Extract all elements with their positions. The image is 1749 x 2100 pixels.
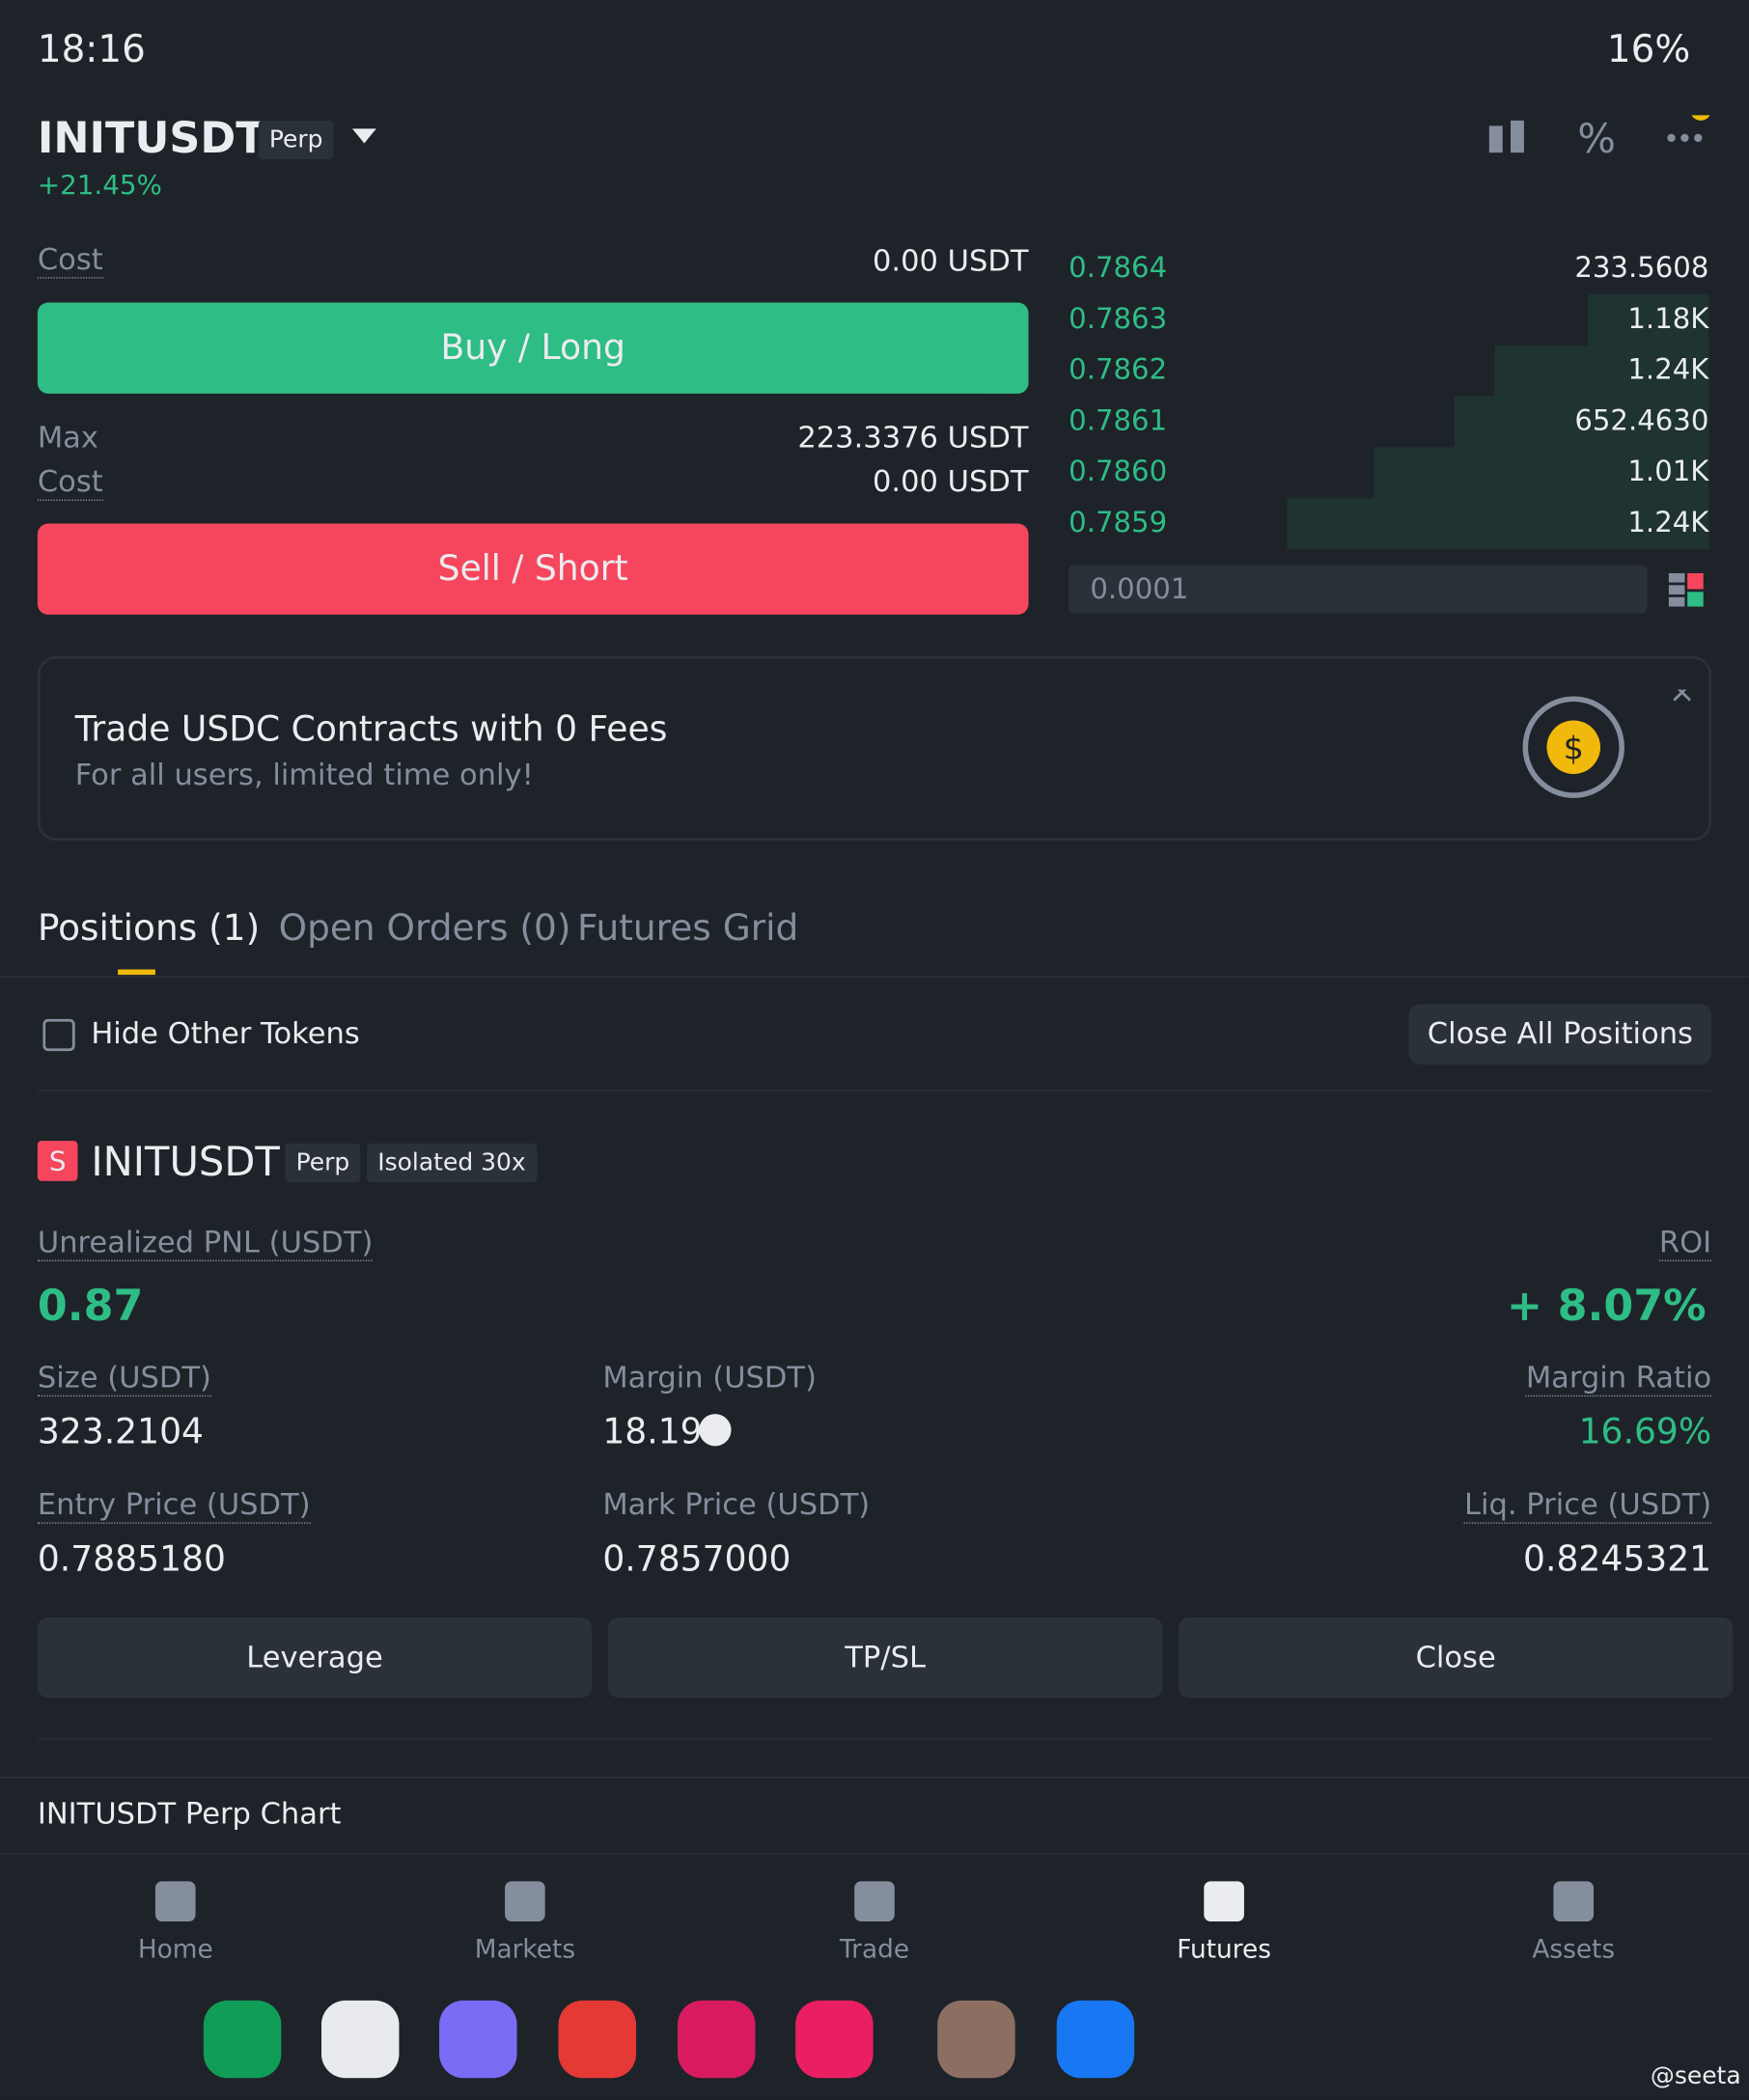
- margin-mode: Isolated 30x: [367, 1143, 537, 1183]
- perp-tag: Perp: [285, 1143, 361, 1183]
- chart-bar-title: INITUSDT Perp Chart: [37, 1798, 342, 1833]
- watermark: @seeta: [1650, 2061, 1741, 2090]
- position-button[interactable]: TP/SL: [607, 1617, 1163, 1699]
- bid-price: 0.7861: [1069, 404, 1168, 437]
- bid-amount: 1.18K: [1627, 302, 1709, 335]
- field-label: Margin Ratio: [1525, 1362, 1712, 1397]
- nav-icon[interactable]: [1204, 1881, 1244, 1921]
- cost-value: 0.00 USDT: [873, 244, 1029, 279]
- nav-label[interactable]: Trade: [839, 1934, 910, 1965]
- nav-label[interactable]: Futures: [1177, 1934, 1271, 1965]
- banner-icon: $: [1522, 689, 1691, 798]
- tab[interactable]: Open Orders (0): [278, 907, 571, 950]
- bid-price: 0.7863: [1069, 302, 1168, 335]
- divider: [0, 976, 1749, 978]
- cost-label: Cost: [37, 243, 103, 279]
- field-value: 0.7885180: [37, 1539, 226, 1581]
- pnl-value: 0.87: [37, 1280, 144, 1332]
- svg-text:%: %: [1577, 115, 1616, 160]
- bid-price: 0.7864: [1069, 251, 1168, 285]
- bid-amount: 652.4630: [1574, 404, 1709, 437]
- clock: 18:16: [37, 26, 146, 71]
- nav-icon[interactable]: [1553, 1881, 1595, 1921]
- field-value: 18.19: [602, 1412, 703, 1453]
- roi-value: + 8.07%: [1506, 1280, 1707, 1332]
- cost-value: 0.00 USDT: [873, 465, 1029, 500]
- nav-icon[interactable]: [505, 1881, 545, 1921]
- field-label: Size (USDT): [37, 1362, 211, 1397]
- depth-bar: [1588, 294, 1709, 345]
- bid-amount: 1.24K: [1627, 353, 1709, 386]
- depth-bar: [1494, 345, 1709, 397]
- banner-title: Trade USDC Contracts with 0 Fees: [74, 709, 668, 750]
- bid-amount: 233.5608: [1574, 251, 1709, 285]
- chart-bar[interactable]: [0, 1777, 1749, 1855]
- tab[interactable]: Positions (1): [37, 907, 261, 950]
- depth-bar: [1454, 396, 1709, 448]
- nav-icon[interactable]: [154, 1881, 196, 1921]
- divider: [37, 1090, 1712, 1091]
- side-badge: S: [37, 1141, 78, 1181]
- banner[interactable]: [37, 655, 1712, 842]
- depth-bar: [1374, 447, 1709, 499]
- tick-size-select[interactable]: 0.0001: [1069, 565, 1648, 614]
- nav-icon[interactable]: [854, 1881, 895, 1921]
- bid-price: 0.7859: [1069, 506, 1168, 539]
- nav-label[interactable]: Assets: [1532, 1934, 1616, 1965]
- bid-price: 0.7860: [1069, 455, 1168, 488]
- buy-button[interactable]: Buy / Long: [37, 302, 1029, 394]
- nav-label[interactable]: Home: [137, 1934, 213, 1965]
- symbol[interactable]: INITUSDT: [37, 112, 265, 164]
- change: +21.45%: [37, 168, 162, 202]
- header-icons[interactable]: %: [1484, 115, 1711, 160]
- field-label: Mark Price (USDT): [602, 1488, 871, 1523]
- dropdown-icon[interactable]: [351, 128, 376, 145]
- max-label: Max: [37, 422, 98, 456]
- nav-label[interactable]: Markets: [474, 1934, 576, 1965]
- bid-price: 0.7862: [1069, 353, 1168, 386]
- sell-button[interactable]: Sell / Short: [37, 523, 1029, 615]
- battery: 16%: [1606, 26, 1691, 71]
- cost-label: Cost: [37, 465, 103, 501]
- field-value: 323.2104: [37, 1412, 204, 1453]
- field-value: 0.7857000: [602, 1539, 791, 1581]
- tab[interactable]: Futures Grid: [576, 907, 799, 950]
- field-value: 0.8245321: [1523, 1539, 1712, 1581]
- svg-text:$: $: [1564, 730, 1584, 767]
- field-label: Margin (USDT): [602, 1362, 817, 1395]
- bid-amount: 1.24K: [1627, 506, 1709, 539]
- checkbox[interactable]: [42, 1018, 75, 1052]
- hide-other-label[interactable]: Hide Other Tokens: [91, 1017, 360, 1052]
- book-layout-icon[interactable]: [1668, 572, 1704, 608]
- position-symbol[interactable]: INITUSDT: [91, 1139, 280, 1187]
- field-value: 16.69%: [1578, 1412, 1712, 1453]
- position-button[interactable]: Leverage: [37, 1617, 593, 1699]
- bid-amount: 1.01K: [1627, 455, 1709, 488]
- app-dock[interactable]: [107, 1995, 1179, 2084]
- depth-bar: [1287, 498, 1709, 549]
- divider: [37, 1737, 1712, 1740]
- tab-indicator: [118, 969, 155, 976]
- field-label: Entry Price (USDT): [37, 1488, 311, 1524]
- roi-label: ROI: [1658, 1226, 1712, 1261]
- pnl-label: Unrealized PNL (USDT): [37, 1226, 374, 1261]
- field-label: Liq. Price (USDT): [1464, 1488, 1712, 1524]
- position-button[interactable]: Close: [1178, 1617, 1734, 1699]
- close-all-button[interactable]: Close All Positions: [1408, 1004, 1712, 1065]
- perp-tag: Perp: [258, 120, 334, 160]
- add-margin-icon[interactable]: [699, 1414, 732, 1447]
- banner-subtitle: For all users, limited time only!: [74, 759, 534, 793]
- max-value: 223.3376 USDT: [797, 422, 1029, 456]
